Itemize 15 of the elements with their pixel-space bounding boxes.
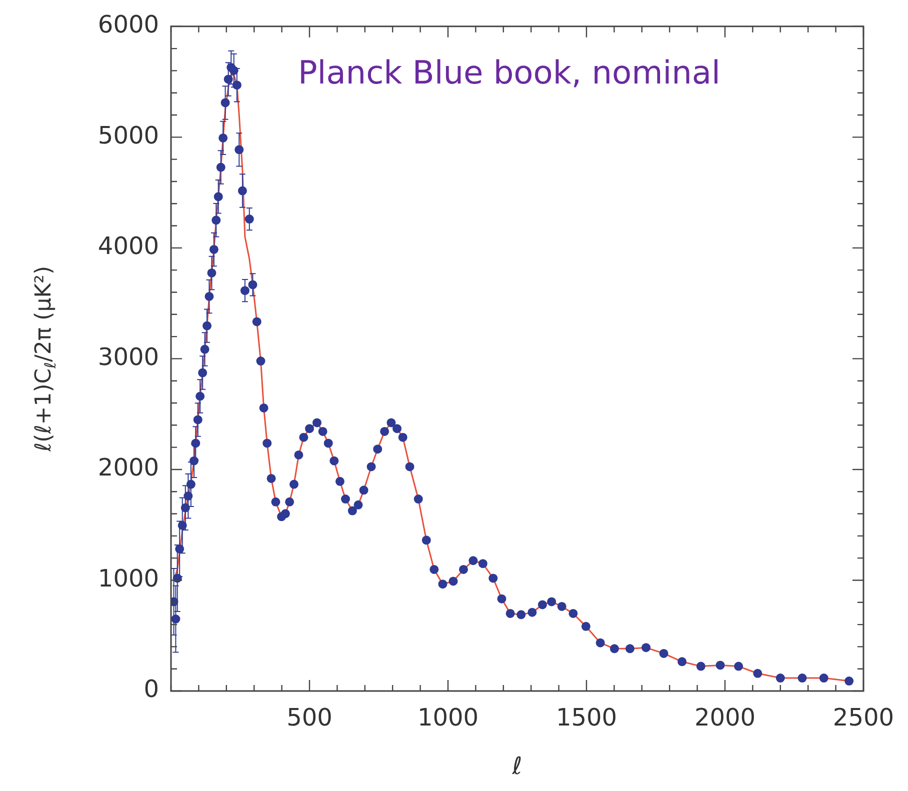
y-tick-label: 4000	[98, 232, 159, 260]
y-tick-label: 3000	[98, 342, 159, 371]
y-tick-label: 1000	[98, 564, 159, 592]
y-tick-label: 2000	[98, 454, 159, 482]
annotation: Planck Blue book, nominal	[298, 53, 720, 92]
y-tick-label: 0	[144, 675, 159, 704]
y-tick-label: 6000	[98, 10, 159, 39]
y-axis-title: ℓ(ℓ+1)Cℓ/2π (μK²)	[32, 266, 60, 452]
y-tick-label: 5000	[98, 121, 159, 150]
x-tick-label: 2000	[694, 704, 756, 732]
x-tick-label: 1000	[417, 704, 479, 732]
x-tick-label: 1500	[556, 704, 618, 732]
x-tick-label: 500	[286, 704, 332, 732]
x-tick-label: 2500	[832, 704, 894, 732]
x-axis-title: ℓ	[511, 752, 522, 780]
